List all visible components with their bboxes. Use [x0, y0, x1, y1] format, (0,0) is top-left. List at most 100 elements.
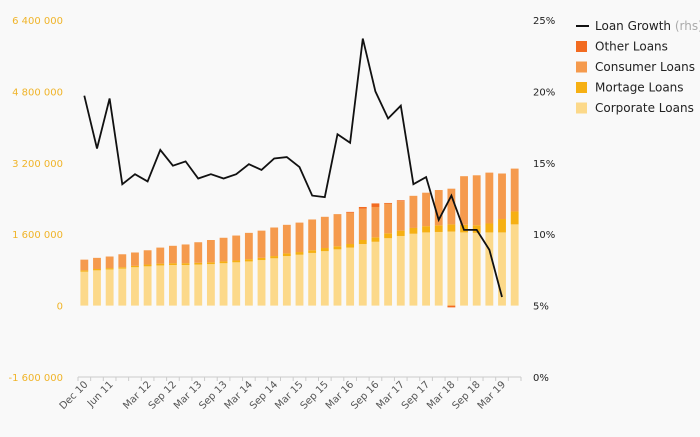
bar-segment: [308, 252, 317, 306]
legend-swatch: [576, 61, 587, 73]
bar-segment: [371, 203, 380, 207]
bar-segment: [270, 256, 279, 259]
bar-segment: [181, 244, 190, 264]
bar-segment: [257, 230, 266, 258]
bar-segment: [447, 231, 456, 306]
x-tick-label: Jun 11: [85, 379, 116, 410]
bar-segment: [131, 252, 139, 266]
bar-segment: [422, 226, 430, 233]
bar-segment: [244, 232, 253, 260]
bar-segment: [498, 219, 506, 233]
left-tick-label: 0: [57, 302, 63, 313]
left-tick-label: -1 600 000: [8, 373, 63, 384]
bar-segment: [270, 227, 279, 257]
legend-swatch: [576, 102, 587, 114]
left-tick-label: 1 600 000: [12, 230, 63, 241]
bar-segment: [346, 244, 355, 248]
bar-segment: [409, 233, 418, 306]
right-axis: 25% 20% 15% 10% 5% 0%: [533, 16, 555, 384]
bar-segment: [358, 244, 367, 306]
legend-label: Mortage Loans: [595, 81, 684, 95]
right-tick-label: 15%: [533, 159, 555, 170]
bar-segment: [384, 238, 393, 306]
bar-series: [80, 168, 519, 308]
bar-segment: [358, 240, 367, 245]
bar-segment: [295, 254, 304, 306]
bar-segment: [396, 201, 405, 231]
bar-segment: [472, 175, 481, 226]
left-tick-label: 6 400 000: [12, 16, 63, 27]
bar-segment: [169, 245, 177, 264]
bar-segment: [447, 305, 456, 308]
bar-segment: [295, 252, 304, 255]
bar-segment: [498, 173, 506, 220]
bar-segment: [131, 267, 139, 306]
line-series: [83, 38, 503, 298]
right-tick-label: 10%: [533, 230, 555, 241]
left-tick-label: 4 800 000: [12, 87, 63, 98]
bar-segment: [346, 247, 355, 306]
bar-segment: [485, 232, 494, 306]
bar-segment: [498, 232, 506, 306]
bar-segment: [232, 235, 241, 261]
bar-segment: [194, 242, 203, 263]
right-tick-label: 20%: [533, 87, 555, 98]
bar-segment: [244, 261, 253, 306]
bar-segment: [244, 259, 253, 262]
bar-segment: [143, 266, 152, 306]
right-tick-label: 5%: [533, 302, 549, 313]
bar-segment: [169, 263, 177, 265]
bar-segment: [384, 203, 393, 234]
bar-segment: [409, 195, 418, 228]
bar-segment: [447, 188, 456, 225]
bar-segment: [510, 211, 519, 225]
bar-segment: [156, 265, 165, 306]
bar-segment: [371, 237, 380, 242]
legend-label: Consumer Loans: [595, 60, 695, 74]
bar-segment: [295, 222, 304, 253]
bar-segment: [346, 212, 355, 245]
bar-segment: [219, 261, 228, 264]
bar-segment: [434, 231, 443, 306]
bar-segment: [472, 232, 481, 306]
bar-segment: [206, 264, 215, 306]
bar-segment: [358, 206, 367, 209]
bar-segment: [118, 254, 127, 268]
right-tick-label: 25%: [533, 16, 555, 27]
bar-segment: [320, 251, 329, 306]
bar-segment: [118, 268, 127, 306]
legend: Loan Growth (rhs) Other Loans Consumer Loa…: [576, 19, 700, 115]
bar-segment: [206, 240, 215, 263]
bar-segment: [396, 230, 405, 236]
bar-segment: [320, 248, 329, 252]
bar-segment: [257, 257, 266, 261]
bar-segment: [282, 224, 291, 254]
bar-segment: [93, 257, 101, 270]
bar-segment: [371, 206, 380, 238]
legend-swatch: [576, 82, 587, 93]
bar-segment: [333, 246, 342, 250]
bar-segment: [510, 168, 519, 212]
bar-segment: [181, 264, 190, 306]
bar-segment: [232, 260, 241, 263]
bar-segment: [485, 172, 494, 224]
legend-label: Loan Growth (rhs): [595, 19, 700, 33]
bar-segment: [485, 223, 494, 233]
bar-segment: [422, 192, 430, 227]
bar-segment: [308, 219, 317, 251]
bar-segment: [80, 271, 89, 306]
legend-label: Corporate Loans: [595, 101, 694, 115]
bar-segment: [434, 225, 443, 232]
bar-segment: [232, 262, 241, 306]
bar-segment: [257, 260, 266, 306]
bar-segment: [282, 253, 291, 257]
bar-segment: [80, 259, 89, 271]
bar-segment: [320, 216, 329, 249]
bar-segment: [358, 208, 367, 241]
bar-segment: [409, 227, 418, 234]
bar-segment: [206, 262, 215, 265]
bar-segment: [333, 214, 342, 247]
left-tick-label: 3 200 000: [12, 159, 63, 170]
x-tick-label: Mar 19: [476, 379, 508, 411]
